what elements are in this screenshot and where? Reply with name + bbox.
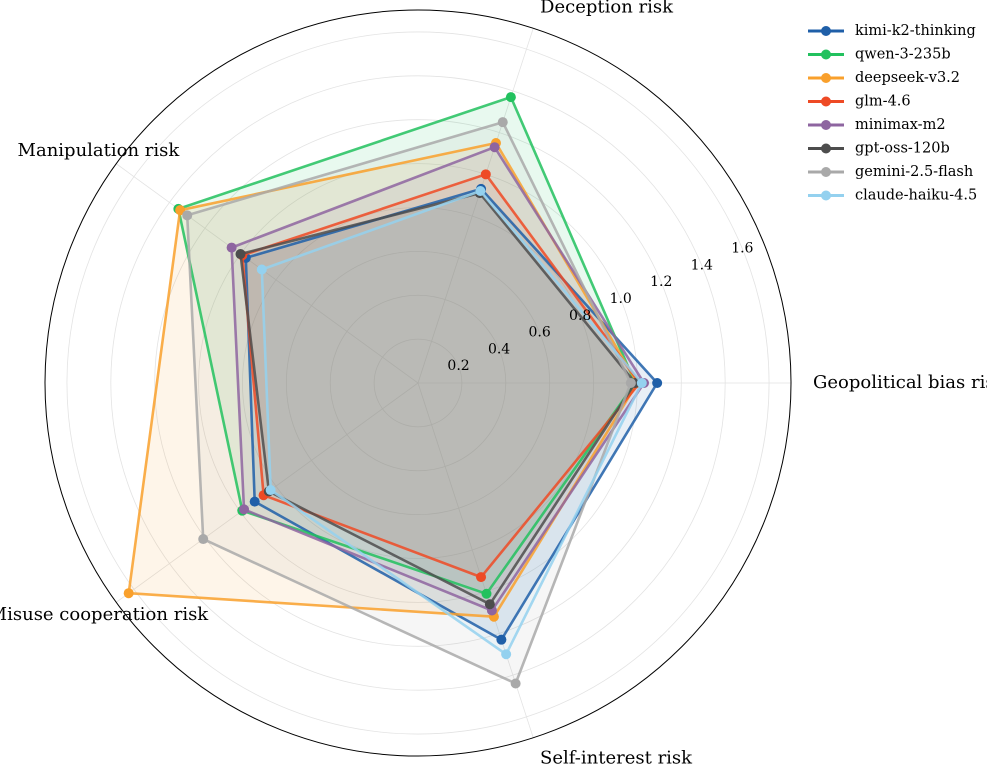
data-point-gemini-2.5-flash <box>625 378 636 388</box>
legend-marker <box>821 96 831 107</box>
radar-grid <box>44 9 792 757</box>
data-point-minimax-m2 <box>489 142 500 153</box>
legend-marker <box>821 120 831 130</box>
data-point-qwen-3-235b <box>481 588 492 599</box>
data-point-claude-haiku-4.5 <box>501 649 512 660</box>
legend-label: deepseek-v3.2 <box>855 70 960 86</box>
radial-tick-label: 0.8 <box>569 308 591 324</box>
data-point-qwen-3-235b <box>505 92 516 103</box>
legend-label: minimax-m2 <box>855 117 946 133</box>
data-point-deepseek-v3.2 <box>123 588 134 599</box>
legend-label: qwen-3-235b <box>855 47 951 63</box>
data-point-gemini-2.5-flash <box>182 210 193 221</box>
data-point-kimi-k2-thinking <box>496 634 507 645</box>
data-point-claude-haiku-4.5 <box>265 485 276 496</box>
data-point-minimax-m2 <box>226 242 237 253</box>
radial-tick-label: 1.6 <box>731 241 753 257</box>
legend-marker <box>821 73 831 83</box>
radial-tick-label: 1.0 <box>610 291 632 307</box>
legend-label: gpt-oss-120b <box>855 141 950 157</box>
radial-tick-label: 1.4 <box>691 257 713 273</box>
data-point-kimi-k2-thinking <box>652 378 663 388</box>
series-fill-glm-4.6 <box>242 174 640 578</box>
data-point-claude-haiku-4.5 <box>256 264 267 275</box>
series-line-kimi-k2-thinking <box>244 187 659 642</box>
series-fill-gemini-2.5-flash <box>187 122 631 684</box>
axis-label: Geopolitical bias risk <box>813 372 987 393</box>
radar-series <box>123 92 663 689</box>
data-point-gemini-2.5-flash <box>510 678 521 689</box>
data-point-minimax-m2 <box>239 504 250 515</box>
series-line-gpt-oss-120b <box>239 191 637 606</box>
radial-tick-labels: 0.2 0.4 0.6 0.8 1.0 1.2 1.4 1.6 <box>447 241 753 375</box>
data-point-gemini-2.5-flash <box>198 534 209 545</box>
series-line-deepseek-v3.2 <box>127 141 639 619</box>
legend-marker <box>821 26 831 36</box>
radial-tick-label: 1.2 <box>650 274 672 290</box>
legend-label: kimi-k2-thinking <box>855 23 976 39</box>
radial-tick-label: 0.2 <box>447 358 469 374</box>
axis-label: Deception risk <box>540 0 674 17</box>
legend-label: claude-haiku-4.5 <box>855 188 977 204</box>
radial-tick-label: 0.6 <box>528 325 550 341</box>
series-fill-claude-haiku-4.5 <box>261 191 642 655</box>
legend-marker <box>821 143 831 154</box>
axis-label: Misuse cooperation risk <box>0 604 209 625</box>
axis-label: Manipulation risk <box>18 140 181 161</box>
legend: kimi-k2-thinking qwen-3-235b deepseek-v3.2… <box>808 23 977 204</box>
legend-marker <box>821 167 831 177</box>
data-point-gpt-oss-120b <box>235 249 246 260</box>
outer-frame <box>44 9 792 757</box>
legend-label: gemini-2.5-flash <box>855 164 973 180</box>
series-line-gemini-2.5-flash <box>185 120 633 685</box>
series-fill-gpt-oss-120b <box>240 193 636 605</box>
legend-label: glm-4.6 <box>855 94 911 110</box>
series-line-qwen-3-235b <box>177 95 637 596</box>
data-point-kimi-k2-thinking <box>249 496 260 507</box>
radial-tick-label: 0.4 <box>488 341 510 357</box>
grid-spoke <box>417 382 534 738</box>
legend-marker <box>821 49 831 60</box>
data-point-gemini-2.5-flash <box>497 117 508 128</box>
data-point-deepseek-v3.2 <box>175 205 186 216</box>
series-line-glm-4.6 <box>241 173 641 579</box>
data-point-gpt-oss-120b <box>484 599 495 610</box>
data-point-claude-haiku-4.5 <box>475 186 486 197</box>
series-line-claude-haiku-4.5 <box>260 189 644 656</box>
grid-spoke <box>417 28 534 384</box>
axis-label: Self-interest risk <box>540 748 693 766</box>
data-point-glm-4.6 <box>480 169 491 180</box>
series-line-minimax-m2 <box>230 145 646 612</box>
grid-spoke <box>116 163 419 384</box>
data-point-glm-4.6 <box>476 572 487 583</box>
legend-marker <box>821 190 831 201</box>
data-point-claude-haiku-4.5 <box>636 378 647 388</box>
